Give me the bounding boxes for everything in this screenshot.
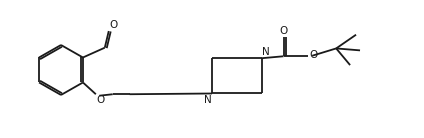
Text: N: N: [204, 95, 212, 105]
Text: O: O: [279, 26, 287, 36]
Text: N: N: [262, 47, 270, 57]
Text: O: O: [310, 50, 318, 60]
Text: O: O: [110, 20, 118, 30]
Text: O: O: [97, 95, 105, 105]
